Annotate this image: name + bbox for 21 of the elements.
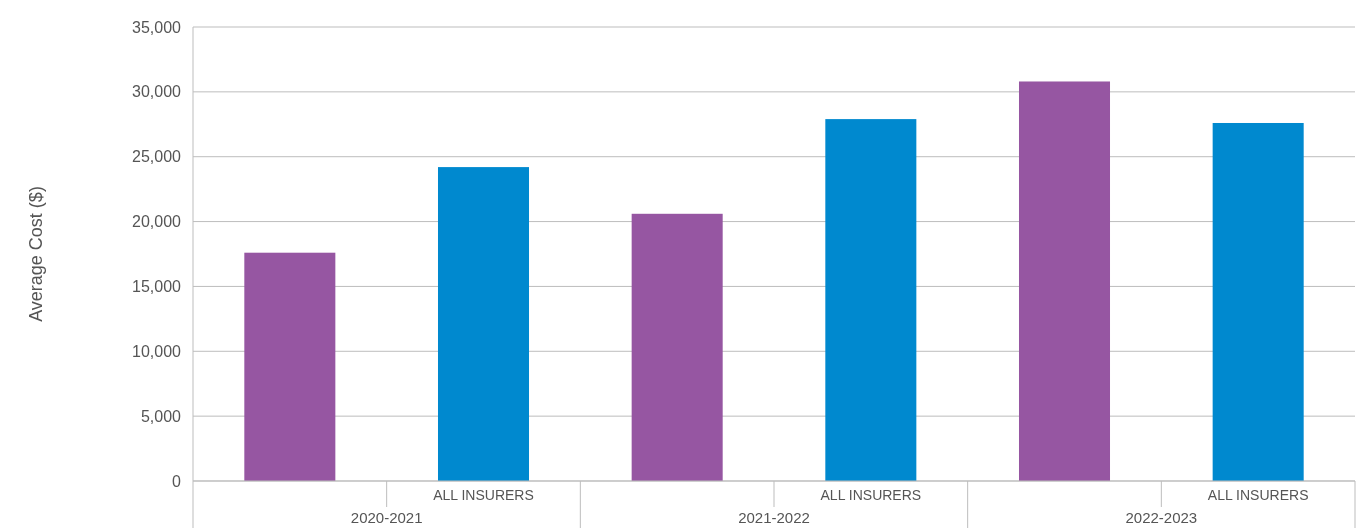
x-tick-label: 2022-2023 bbox=[1125, 509, 1198, 526]
y-axis-title: Average Cost ($) bbox=[26, 186, 46, 322]
bar bbox=[437, 167, 530, 481]
y-tick-label: 25,000 bbox=[132, 148, 182, 166]
text: ALL INSURERS bbox=[1207, 487, 1309, 503]
y-tick-label: 5,000 bbox=[140, 407, 182, 425]
x-tick-label: 2021-2022 bbox=[738, 509, 810, 526]
y-tick-label: 35,000 bbox=[132, 18, 182, 36]
y-tick-label: 20,000 bbox=[132, 213, 182, 231]
y-tick-label: 15,000 bbox=[132, 278, 182, 296]
y-tick-label: 0 bbox=[172, 472, 182, 490]
bar bbox=[631, 213, 723, 481]
bar bbox=[825, 119, 917, 481]
x-tick-label: 2020-2021 bbox=[350, 509, 423, 526]
y-tick-label: 30,000 bbox=[132, 83, 182, 101]
bar bbox=[1018, 81, 1111, 481]
text: ALL INSURERS bbox=[820, 487, 922, 503]
series-label: ALL INSURERS bbox=[433, 487, 534, 503]
bar bbox=[1212, 122, 1304, 481]
y-tick-label: 10,000 bbox=[132, 342, 182, 360]
bar bbox=[244, 252, 336, 481]
